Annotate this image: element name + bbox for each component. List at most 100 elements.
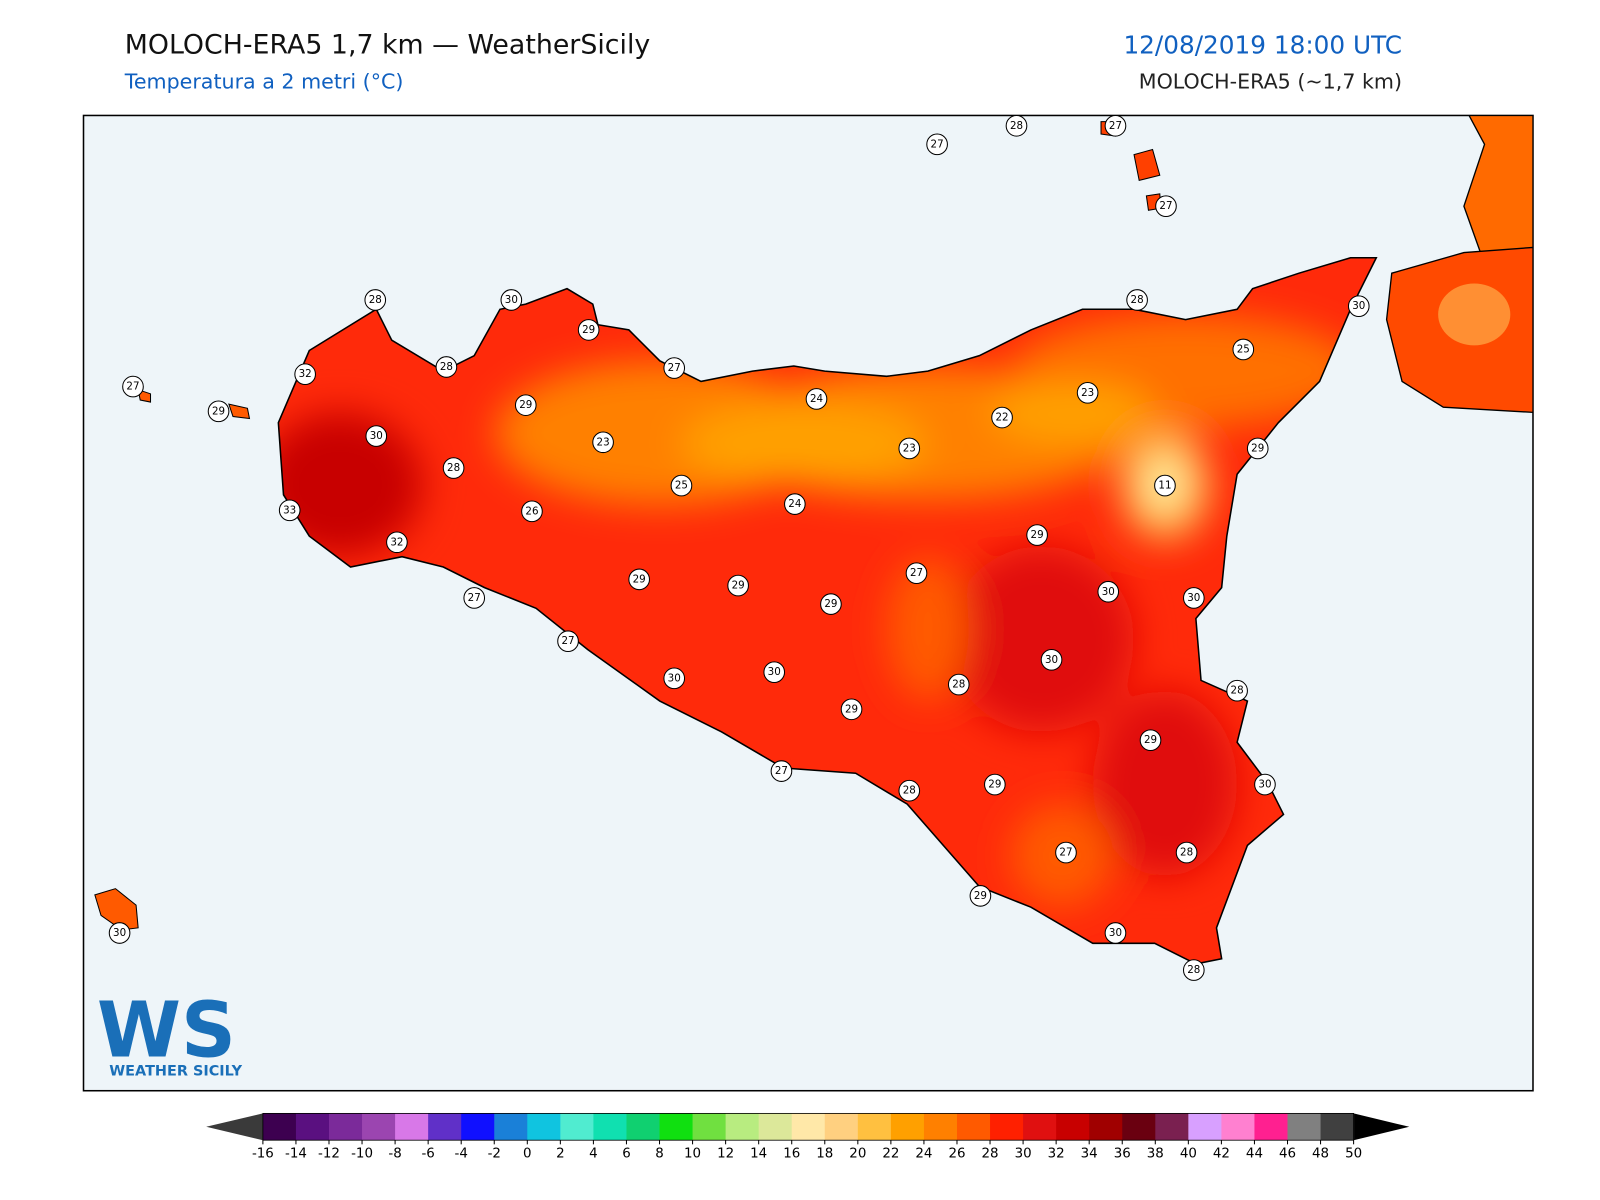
colorbar-bin xyxy=(1122,1113,1156,1141)
colorbar-bin xyxy=(1320,1113,1355,1141)
colorbar: -16 -14 -12 -10 -8 -6 -4 -2 0 2 4 6 8 10 12 14 16 18 20 22 2… xyxy=(206,1112,1410,1162)
colorbar-bin xyxy=(1056,1113,1090,1141)
colorbar-tick-label: 38 xyxy=(1147,1147,1164,1162)
colorbar-tick-label: 10 xyxy=(684,1147,701,1162)
station-marker xyxy=(442,457,465,479)
station-marker xyxy=(991,406,1013,429)
colorbar-tick-label: 0 xyxy=(523,1147,532,1162)
subtitle: Temperatura a 2 metri (°C) xyxy=(124,70,404,94)
colorbar-tick-label: 48 xyxy=(1312,1147,1329,1162)
colorbar-tick-label: -14 xyxy=(285,1147,307,1162)
station-marker xyxy=(1040,648,1063,671)
station-marker xyxy=(521,500,543,523)
island xyxy=(228,403,251,420)
colorbar-bin xyxy=(1254,1113,1289,1141)
station-value: 27 xyxy=(1159,200,1172,212)
colorbar-bin xyxy=(395,1113,429,1141)
colorbar-bin xyxy=(527,1113,561,1141)
station-marker xyxy=(805,388,828,410)
island xyxy=(1133,148,1161,182)
station-marker xyxy=(1104,922,1127,944)
station-value: 30 xyxy=(505,294,518,306)
station-value: 29 xyxy=(519,399,532,411)
station-value: 28 xyxy=(1180,847,1193,859)
station-marker xyxy=(1254,773,1276,796)
colorbar-tick-label: -2 xyxy=(488,1147,501,1162)
station-value: 30 xyxy=(1102,586,1115,598)
station-marker xyxy=(984,773,1006,796)
colorbar-tick-label: -12 xyxy=(318,1147,340,1162)
colorbar-tick-label: 4 xyxy=(589,1147,598,1162)
station-value: 29 xyxy=(582,324,595,336)
station-value: 27 xyxy=(1059,847,1072,859)
colorbar-bin xyxy=(758,1113,793,1141)
colorbar-bin xyxy=(692,1113,727,1141)
station-value: 11 xyxy=(1158,480,1171,492)
station-value: 25 xyxy=(675,480,688,492)
station-marker xyxy=(1055,841,1077,864)
colorbar-bin xyxy=(1023,1113,1057,1141)
station-value: 28 xyxy=(1231,685,1244,697)
station-value: 29 xyxy=(988,779,1001,791)
station-marker xyxy=(770,760,793,782)
colorbar-tick-label: 42 xyxy=(1213,1147,1230,1162)
colorbar-bin xyxy=(857,1113,892,1141)
station-value: 23 xyxy=(597,436,610,448)
station-marker xyxy=(435,356,458,378)
logo-mark: WS xyxy=(97,986,236,1075)
station-value: 28 xyxy=(1131,294,1144,306)
station-value: 27 xyxy=(931,138,944,150)
colorbar-tick-label: 12 xyxy=(717,1147,734,1162)
station-value: 25 xyxy=(1237,343,1250,355)
station-marker xyxy=(763,661,786,683)
station-value: 27 xyxy=(775,765,788,777)
colorbar-tick-label: 6 xyxy=(622,1147,631,1162)
station-marker xyxy=(108,922,131,944)
colorbar-bin xyxy=(659,1113,694,1141)
station-value: 28 xyxy=(1010,120,1023,132)
colorbar-bin xyxy=(362,1113,396,1141)
station-marker xyxy=(1182,587,1205,609)
station-marker xyxy=(557,630,579,653)
colorbar-bin xyxy=(593,1113,627,1141)
colorbar-bin xyxy=(890,1113,925,1141)
station-marker xyxy=(1246,437,1269,460)
station-marker xyxy=(1232,338,1255,361)
colorbar-bin xyxy=(956,1113,991,1141)
station-value: 29 xyxy=(212,405,225,417)
station-value: 30 xyxy=(1352,300,1365,312)
station-marker xyxy=(840,698,863,721)
colorbar-bin xyxy=(461,1113,495,1141)
colorbar-tick-label: 44 xyxy=(1246,1147,1263,1162)
colorbar-tick-label: 8 xyxy=(655,1147,664,1162)
colorbar-bin xyxy=(923,1113,958,1141)
station-value: 30 xyxy=(668,672,681,684)
colorbar-tick-label: 16 xyxy=(783,1147,800,1162)
colorbar-tick-label: 20 xyxy=(849,1147,866,1162)
colorbar-bin xyxy=(328,1113,363,1141)
colorbar-bin xyxy=(990,1113,1024,1141)
station-value: 32 xyxy=(390,536,403,548)
station-value: 30 xyxy=(1187,592,1200,604)
station-marker xyxy=(898,779,921,802)
station-value: 28 xyxy=(952,679,965,691)
colorbar-tick-label: 34 xyxy=(1081,1147,1098,1162)
station-marker xyxy=(1182,959,1205,981)
colorbar-tick-label: 2 xyxy=(556,1147,565,1162)
station-marker xyxy=(500,289,523,311)
station-value: 28 xyxy=(903,785,916,797)
colorbar-tick-label: -8 xyxy=(388,1147,401,1162)
station-marker xyxy=(1104,114,1127,137)
station-labels: 27 28 27 27 28 30 29 28 30 32 28 27 27 29 29 24 25 23 22 30… xyxy=(108,114,1370,981)
colorbar-bin xyxy=(560,1113,594,1141)
colorbar-bin xyxy=(1155,1113,1189,1141)
station-value: 30 xyxy=(1045,654,1058,666)
colorbar-bin xyxy=(295,1113,330,1141)
colorbar-bin xyxy=(626,1113,661,1141)
station-value: 28 xyxy=(369,294,382,306)
station-value: 30 xyxy=(370,430,383,442)
station-marker xyxy=(670,474,693,497)
station-marker xyxy=(365,425,388,447)
station-marker xyxy=(577,319,600,341)
station-value: 27 xyxy=(561,635,574,647)
